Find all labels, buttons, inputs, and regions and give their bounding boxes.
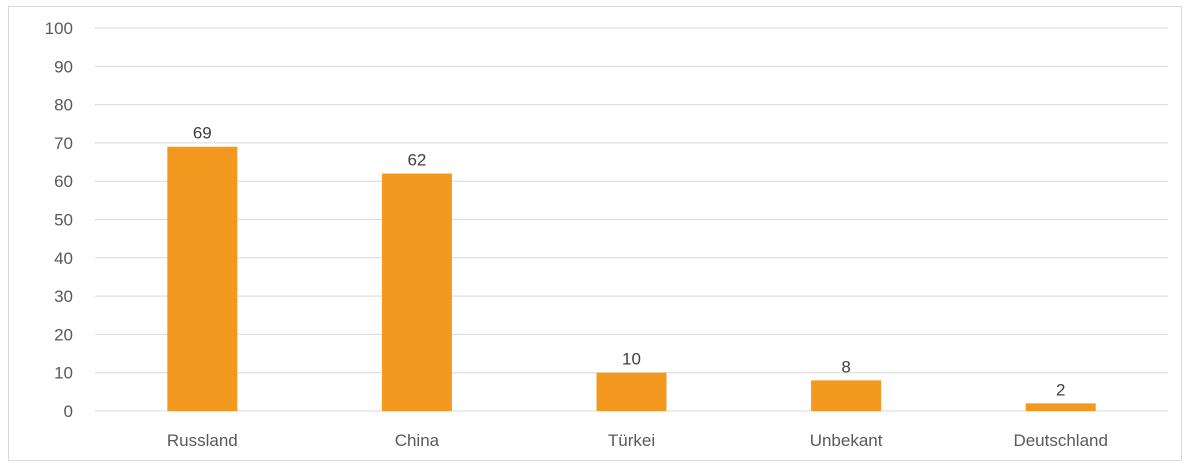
y-tick-label: 100 bbox=[45, 19, 73, 38]
data-label-türkei: 10 bbox=[622, 350, 641, 369]
y-tick-label: 40 bbox=[54, 249, 73, 268]
y-axis-ticks: 0 10 20 30 40 50 60 70 80 90 100 bbox=[45, 19, 73, 421]
data-label-china: 62 bbox=[407, 151, 426, 170]
bar-china bbox=[381, 173, 452, 411]
y-tick-label: 10 bbox=[54, 364, 73, 383]
x-category-label-türkei: Türkei bbox=[608, 431, 655, 450]
x-category-label-unbekant: Unbekant bbox=[810, 431, 883, 450]
x-category-label-deutschland: Deutschland bbox=[1013, 431, 1108, 450]
y-tick-label: 90 bbox=[54, 57, 73, 76]
bar-russland bbox=[167, 146, 238, 412]
data-label-unbekant: 8 bbox=[841, 357, 850, 376]
y-tick-label: 80 bbox=[54, 96, 73, 115]
y-tick-label: 50 bbox=[54, 211, 73, 230]
y-tick-label: 70 bbox=[54, 134, 73, 153]
data-label-deutschland: 2 bbox=[1056, 380, 1065, 399]
y-tick-label: 0 bbox=[64, 402, 73, 421]
bar-deutschland bbox=[1025, 403, 1096, 411]
bars bbox=[167, 146, 1096, 412]
x-category-label-china: China bbox=[395, 431, 440, 450]
data-label-russland: 69 bbox=[193, 124, 212, 143]
y-tick-label: 60 bbox=[54, 172, 73, 191]
gridlines bbox=[95, 27, 1168, 412]
data-labels: 69 62 10 8 2 bbox=[193, 124, 1066, 400]
y-tick-label: 30 bbox=[54, 287, 73, 306]
bar-unbekant bbox=[811, 380, 882, 411]
x-axis-categories: Russland China Türkei Unbekant Deutschland bbox=[167, 431, 1108, 450]
x-category-label-russland: Russland bbox=[167, 431, 238, 450]
bar-türkei bbox=[596, 372, 667, 411]
y-tick-label: 20 bbox=[54, 325, 73, 344]
